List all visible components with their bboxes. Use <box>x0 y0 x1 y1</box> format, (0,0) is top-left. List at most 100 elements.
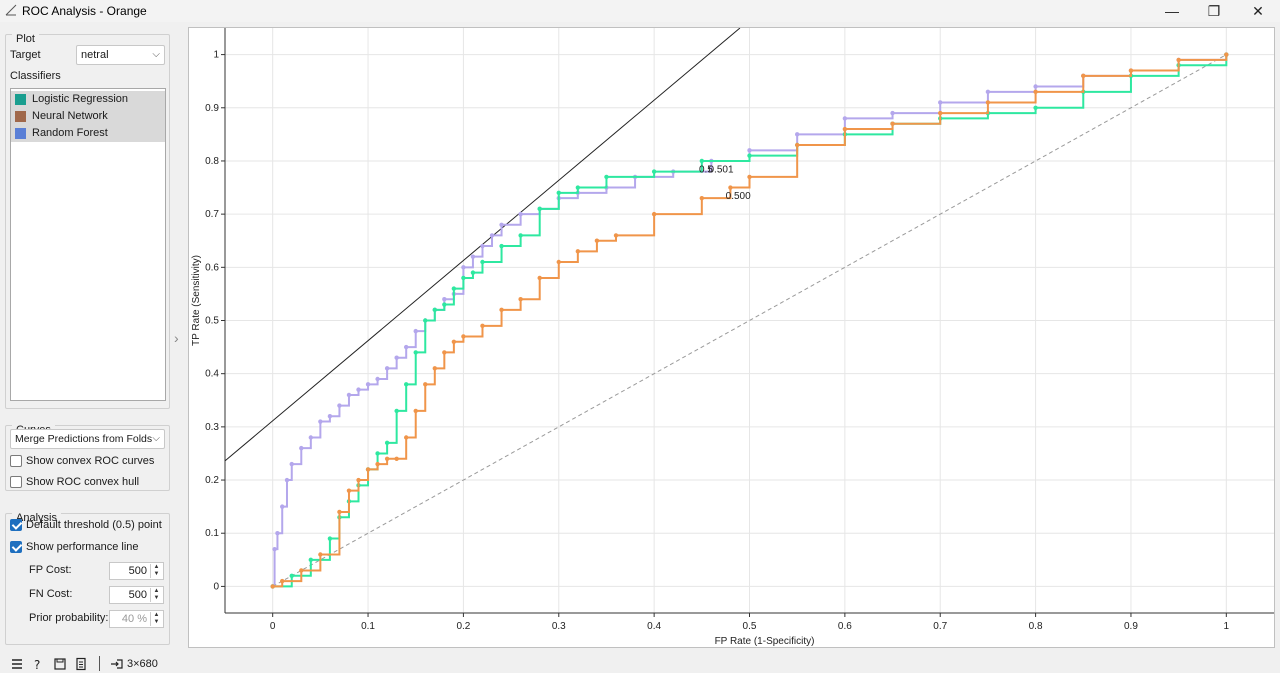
list-item-logistic-regression[interactable]: Logistic Regression <box>11 91 165 108</box>
roc-point <box>413 328 418 334</box>
roc-point <box>442 297 447 302</box>
roc-point <box>480 259 485 265</box>
roc-chart[interactable]: 0 0.1 0.2 0.3 0.4 0.5 0.6 0.7 0.8 0.9 1 0 0.1 0.2 0.3 0… <box>189 28 1274 647</box>
roc-point <box>537 206 542 212</box>
x-tick-label: 0.4 <box>647 621 661 632</box>
roc-point <box>651 169 657 174</box>
roc-plot[interactable]: 0 0.1 0.2 0.3 0.4 0.5 0.6 0.7 0.8 0.9 1 0 0.1 0.2 0.3 0… <box>188 27 1275 648</box>
output-icon[interactable] <box>110 657 124 671</box>
roc-point <box>794 142 800 148</box>
close-button[interactable]: ✕ <box>1236 0 1280 22</box>
save-icon[interactable] <box>53 657 67 671</box>
x-tick-label: 0.2 <box>456 621 470 632</box>
fp-cost-spinbox[interactable]: 500 ▲ ▼ <box>109 562 164 580</box>
y-tick-label: 0.4 <box>205 369 219 380</box>
roc-point <box>604 174 609 180</box>
roc-point <box>308 557 314 563</box>
y-tick-label: 0.1 <box>205 528 219 539</box>
help-icon[interactable]: ? <box>31 657 45 671</box>
y-tick-label: 1 <box>213 50 219 61</box>
y-tick-label: 0.6 <box>205 262 219 273</box>
prior-probability-spinbox[interactable]: 40 % ▲ ▼ <box>109 610 164 628</box>
analysis-group: Analysis <box>5 512 170 645</box>
title-bar: ROC Analysis - Orange — ❐ ✕ <box>0 0 1280 22</box>
roc-point <box>480 323 485 329</box>
roc-point <box>556 190 561 196</box>
roc-point <box>938 110 943 116</box>
default-threshold-checkbox[interactable] <box>10 519 22 531</box>
roc-point <box>747 153 752 158</box>
roc-point <box>318 419 323 424</box>
merge-folds-value: Merge Predictions from Folds <box>15 433 153 445</box>
roc-point <box>375 461 380 467</box>
roc-point <box>272 546 277 552</box>
roc-point <box>1033 84 1038 89</box>
maximize-button[interactable]: ❐ <box>1192 0 1236 22</box>
roc-point <box>394 408 399 414</box>
list-item-neural-network[interactable]: Neural Network <box>11 108 165 125</box>
chevron-down-icon: ⌵ <box>152 433 160 444</box>
roc-point <box>890 110 895 116</box>
roc-point <box>394 456 399 461</box>
roc-point <box>518 233 523 238</box>
svg-text:?: ? <box>34 658 40 671</box>
close-icon: ✕ <box>1252 2 1264 19</box>
roc-point <box>432 366 437 371</box>
y-tick-label: 0.7 <box>205 209 219 220</box>
classifier-label: Logistic Regression <box>32 93 128 105</box>
target-value: netral <box>81 49 109 61</box>
show-convex-roc-checkbox[interactable] <box>10 455 22 467</box>
show-convex-hull-checkbox[interactable] <box>10 476 22 488</box>
chevron-right-icon[interactable]: › <box>174 330 179 346</box>
classifiers-list[interactable]: Logistic Regression Neural Network Rando… <box>10 88 166 401</box>
roc-point <box>1081 73 1086 79</box>
show-performance-line-label: Show performance line <box>26 541 139 553</box>
roc-point <box>423 382 428 387</box>
spin-arrows-icon[interactable]: ▲ ▼ <box>150 588 162 602</box>
roc-point <box>575 249 581 254</box>
list-item-random-forest[interactable]: Random Forest <box>11 125 165 142</box>
roc-point <box>346 392 352 398</box>
x-tick-label: 0.5 <box>743 621 757 632</box>
roc-point <box>518 211 523 217</box>
x-tick-label: 0.9 <box>1124 621 1138 632</box>
roc-point <box>299 568 304 573</box>
fn-cost-spinbox[interactable]: 500 ▲ ▼ <box>109 586 164 604</box>
target-label: Target <box>10 49 41 61</box>
spin-arrows-icon[interactable]: ▲ ▼ <box>150 612 162 626</box>
roc-point <box>537 275 542 281</box>
roc-point <box>728 185 733 190</box>
y-tick-label: 0.3 <box>205 422 219 433</box>
roc-point <box>461 334 466 339</box>
target-select[interactable]: netral ⌵ <box>76 45 165 65</box>
report-icon[interactable] <box>74 657 88 671</box>
maximize-icon: ❐ <box>1207 2 1221 19</box>
classifier-color-swatch <box>15 111 26 122</box>
fp-cost-label: FP Cost: <box>29 564 72 576</box>
roc-point <box>480 243 485 249</box>
roc-point <box>518 297 523 302</box>
roc-point <box>794 132 800 137</box>
threshold-label: 0.500 <box>726 191 751 202</box>
minimize-button[interactable]: — <box>1150 0 1194 22</box>
threshold-label: 0.501 <box>708 165 733 176</box>
roc-point <box>1224 52 1229 57</box>
classifiers-label: Classifiers <box>10 70 61 82</box>
roc-point <box>985 89 991 95</box>
roc-point <box>499 307 504 313</box>
merge-folds-select[interactable]: Merge Predictions from Folds ⌵ <box>10 429 165 449</box>
status-bar: ? 3×680 <box>0 655 1280 673</box>
roc-point <box>346 488 352 493</box>
show-performance-line-checkbox[interactable] <box>10 541 22 553</box>
roc-point <box>1128 68 1134 73</box>
roc-point <box>461 265 466 270</box>
x-tick-label: 0 <box>270 621 276 632</box>
roc-point <box>499 243 504 249</box>
menu-icon[interactable] <box>10 657 24 671</box>
threshold-label: 0.5 <box>699 165 713 176</box>
roc-point <box>613 233 619 238</box>
roc-point <box>403 344 409 350</box>
roc-point <box>699 195 705 201</box>
spin-arrows-icon[interactable]: ▲ ▼ <box>150 564 162 578</box>
roc-point <box>337 403 342 408</box>
